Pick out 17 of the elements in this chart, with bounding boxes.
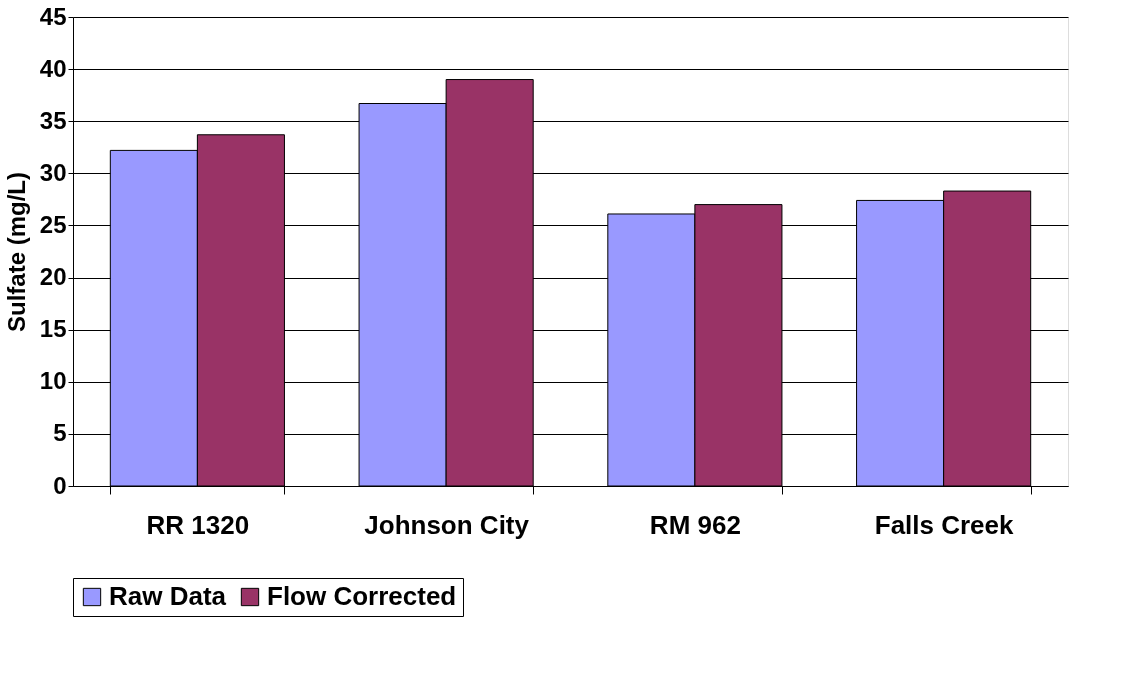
y-tick-label: 10	[39, 367, 67, 395]
y-tick-label: 35	[39, 106, 67, 134]
y-tick-label: 15	[39, 315, 67, 343]
legend-label: Raw Data	[109, 581, 227, 611]
y-axis-title: Sulfate (mg/L)	[2, 172, 30, 332]
y-tick-label: 0	[53, 471, 67, 499]
x-tick-label: Johnson City	[364, 509, 530, 540]
y-tick-label: 5	[53, 419, 67, 447]
y-tick-label: 40	[39, 54, 67, 82]
x-tick-label: RR 1320	[146, 509, 250, 540]
y-tick-label: 45	[39, 2, 67, 30]
legend-label: Flow Corrected	[267, 581, 457, 611]
x-tick-label: RM 962	[649, 509, 741, 540]
y-tick-label: 30	[39, 158, 67, 186]
x-tick-label: Falls Creek	[874, 509, 1015, 540]
y-tick-label: 25	[39, 210, 67, 238]
y-tick-label: 20	[39, 263, 67, 291]
